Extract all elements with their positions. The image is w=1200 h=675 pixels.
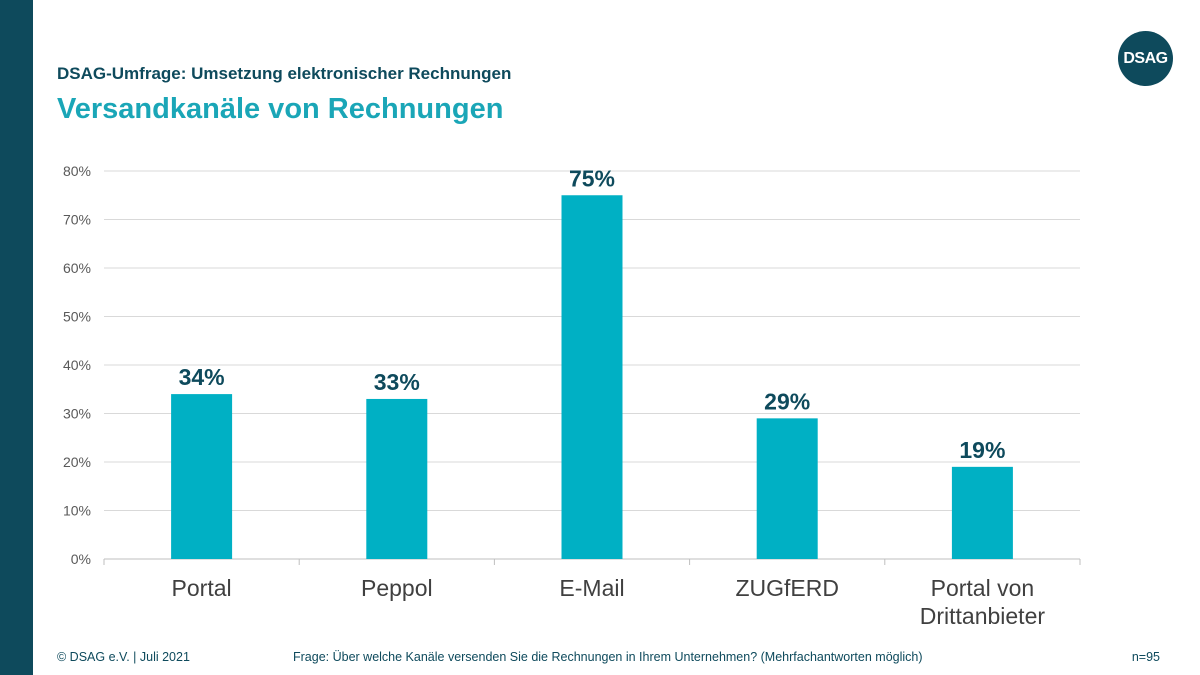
category-label: ZUGfERD <box>735 575 839 601</box>
data-label: 29% <box>764 388 810 414</box>
footer-sample-size: n=95 <box>1131 650 1160 664</box>
footer-copyright: © DSAG e.V. | Juli 2021 <box>57 650 190 664</box>
footer-question: Frage: Über welche Kanäle versenden Sie … <box>293 650 923 664</box>
y-tick-label: 70% <box>63 212 91 228</box>
data-label: 19% <box>959 437 1005 463</box>
bar-chart: 0% 10% 20% 30% 40% 50% 60% 70% 80% 34% Portal 33% Pe… <box>63 163 1081 629</box>
dsag-logo: DSAG <box>1118 31 1173 86</box>
y-tick-label: 60% <box>63 260 91 276</box>
category-label: Drittanbieter <box>920 603 1046 629</box>
y-tick-label: 30% <box>63 406 91 422</box>
survey-subtitle: DSAG-Umfrage: Umsetzung elektronischer R… <box>57 64 512 83</box>
bar <box>756 418 818 559</box>
data-label: 33% <box>374 369 420 395</box>
bar <box>171 394 233 559</box>
y-tick-label: 0% <box>71 551 91 567</box>
y-tick-label: 50% <box>63 309 91 325</box>
data-label: 75% <box>569 165 615 191</box>
bar <box>561 195 623 559</box>
y-tick-label: 20% <box>63 454 91 470</box>
category-label: Portal <box>172 575 232 601</box>
y-tick-label: 40% <box>63 357 91 373</box>
y-tick-label: 10% <box>63 503 91 519</box>
category-label: Peppol <box>361 575 433 601</box>
category-label: Portal von <box>931 575 1035 601</box>
data-label: 34% <box>179 364 225 390</box>
bar <box>951 466 1013 559</box>
side-accent-bar <box>0 0 33 675</box>
category-label: E-Mail <box>559 575 624 601</box>
y-tick-label: 80% <box>63 163 91 179</box>
page-title: Versandkanäle von Rechnungen <box>57 93 504 125</box>
bar <box>366 398 428 559</box>
logo-text: DSAG <box>1123 49 1168 67</box>
